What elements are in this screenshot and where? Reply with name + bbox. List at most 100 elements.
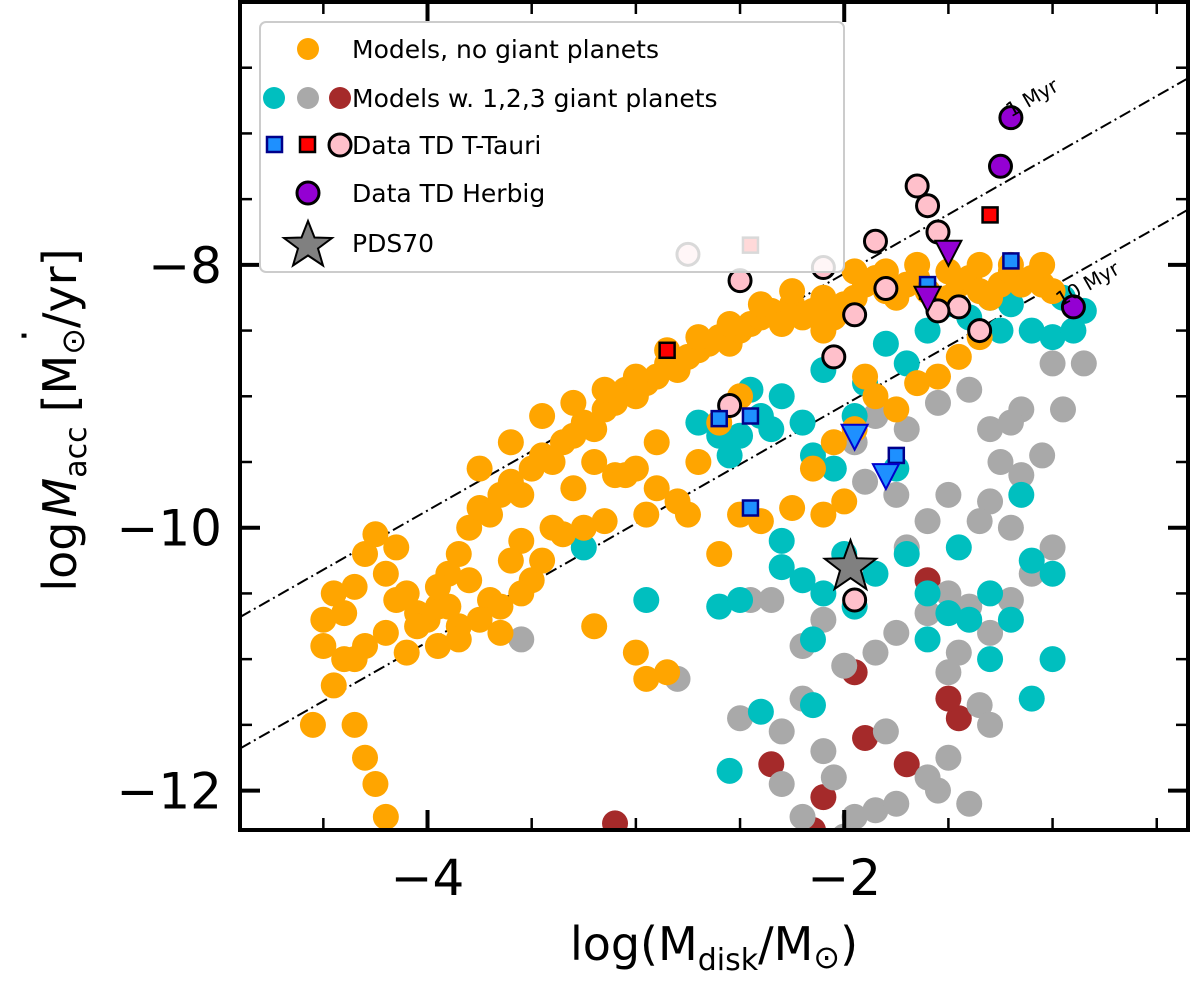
model-point — [924, 363, 951, 390]
model-point — [727, 422, 754, 449]
model-point — [1039, 324, 1066, 351]
model-point — [997, 409, 1024, 436]
legend-frame — [259, 21, 845, 273]
model-point — [862, 797, 889, 824]
upper-limit-triangle — [933, 239, 964, 268]
model-point — [935, 685, 962, 712]
legend-label-models-giants: Models w. 1,2,3 giant planets — [352, 84, 718, 113]
model-point — [945, 705, 972, 732]
data-point — [842, 302, 868, 328]
model-point — [779, 278, 806, 305]
model-point — [862, 639, 889, 666]
model-point — [893, 751, 920, 778]
data-point — [842, 587, 868, 613]
model-point — [956, 606, 983, 633]
model-point — [497, 429, 524, 456]
model-point — [904, 251, 931, 278]
data-square-marker — [658, 341, 676, 360]
data-square-marker — [710, 409, 728, 428]
model-point — [935, 659, 962, 686]
model-point — [633, 587, 660, 613]
model-point — [883, 790, 910, 817]
model-point — [841, 258, 868, 285]
model-point — [674, 501, 701, 528]
model-point — [758, 751, 785, 778]
y-tick-label: −12 — [116, 763, 222, 821]
model-point — [466, 606, 493, 633]
model-point — [372, 619, 399, 646]
model-point — [622, 363, 649, 390]
model-point — [591, 508, 618, 535]
model-point — [893, 541, 920, 567]
model-point — [1039, 646, 1066, 673]
model-point — [1049, 396, 1076, 423]
legend-marker-red-square — [298, 135, 317, 154]
model-point — [487, 593, 514, 620]
model-point — [977, 416, 1004, 443]
model-point — [685, 409, 712, 436]
model-point — [320, 672, 347, 699]
data-point — [946, 294, 972, 320]
pds70-star — [821, 537, 879, 592]
model-point — [810, 580, 837, 607]
legend-label-td-ttauri: Data TD T-Tauri — [352, 131, 541, 160]
model-point — [977, 646, 1004, 673]
x-axis-title: log(Mdisk/M⊙) — [570, 917, 858, 978]
legend-marker-cyan — [263, 87, 285, 109]
model-point — [966, 508, 993, 535]
model-point — [716, 311, 743, 337]
model-point — [997, 514, 1024, 541]
model-point — [883, 481, 910, 508]
data-square-marker — [741, 407, 760, 425]
model-point — [570, 514, 597, 541]
data-point — [821, 344, 847, 370]
data-point — [925, 219, 951, 245]
model-point — [643, 429, 670, 456]
model-point — [529, 403, 556, 429]
model-point — [862, 560, 889, 587]
data-point — [998, 105, 1024, 131]
model-point — [956, 376, 983, 403]
model-point — [706, 541, 733, 567]
model-point — [685, 449, 712, 475]
model-point — [977, 619, 1004, 646]
model-point — [820, 764, 847, 791]
model-point — [893, 350, 920, 377]
model-point — [581, 416, 608, 443]
model-point — [789, 409, 816, 436]
model-point — [914, 580, 941, 607]
model-point — [987, 449, 1014, 475]
model-point — [383, 534, 410, 561]
model-point — [935, 258, 962, 285]
model-point — [539, 449, 566, 475]
model-point — [747, 698, 774, 725]
model-point — [768, 311, 795, 337]
model-point — [435, 593, 462, 620]
model-point — [945, 639, 972, 666]
data-point — [904, 173, 930, 199]
model-point — [789, 803, 816, 830]
model-point — [862, 383, 889, 410]
model-point — [424, 573, 451, 600]
data-point — [967, 318, 993, 344]
data-square-marker — [887, 446, 906, 465]
model-point — [977, 488, 1004, 515]
model-point — [549, 521, 576, 548]
model-point — [529, 547, 556, 574]
model-point — [497, 547, 524, 574]
model-point — [1029, 442, 1056, 469]
model-point — [404, 613, 431, 640]
upper-limit-triangle — [912, 285, 943, 314]
model-point — [1039, 534, 1066, 561]
y-axis-title: logMacc[M⊙/yr] — [33, 248, 94, 591]
model-point — [768, 554, 795, 581]
model-point — [1060, 317, 1087, 344]
legend: Models, no giant planets Models w. 1,2,3… — [259, 21, 845, 273]
model-point — [810, 284, 837, 311]
model-point — [602, 810, 629, 830]
model-point — [914, 508, 941, 535]
model-point — [372, 803, 399, 830]
model-point — [716, 442, 743, 469]
model-point — [1039, 278, 1066, 305]
